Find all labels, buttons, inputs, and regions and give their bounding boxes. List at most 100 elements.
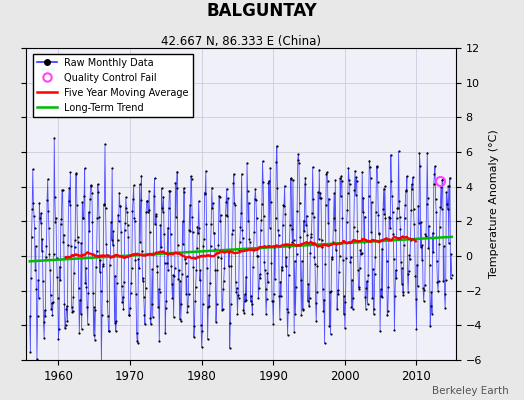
Point: [344, 165, 353, 171]
Point: [96, 257, 104, 264]
Point: [362, 285, 370, 291]
Point: [411, 273, 420, 280]
Point: [43, 197, 51, 204]
Point: [303, 232, 311, 238]
Point: [136, 239, 145, 245]
Point: [245, 199, 253, 206]
Point: [215, 194, 224, 200]
Point: [52, 254, 61, 261]
Point: [438, 176, 446, 183]
Point: [211, 246, 219, 252]
Point: [101, 141, 109, 147]
Point: [307, 231, 315, 237]
Point: [380, 183, 389, 190]
Point: [107, 219, 115, 225]
Point: [160, 260, 169, 266]
Point: [108, 242, 117, 248]
Point: [177, 301, 185, 308]
Point: [322, 171, 331, 177]
Point: [45, 224, 53, 231]
Point: [233, 310, 242, 317]
Point: [289, 237, 298, 244]
Point: [205, 303, 214, 309]
Point: [263, 296, 271, 302]
Point: [198, 328, 206, 334]
Point: [354, 266, 362, 273]
Point: [103, 298, 112, 304]
Point: [139, 294, 148, 300]
Point: [53, 274, 61, 280]
Point: [284, 308, 292, 315]
Point: [407, 207, 416, 213]
Point: [47, 306, 56, 312]
Point: [249, 264, 257, 270]
Point: [439, 176, 447, 182]
Point: [397, 280, 406, 287]
Point: [443, 200, 451, 207]
Point: [429, 249, 438, 256]
Point: [412, 296, 420, 303]
Point: [313, 263, 322, 270]
Point: [64, 242, 72, 248]
Point: [139, 275, 147, 282]
Point: [363, 301, 372, 307]
Point: [363, 278, 371, 284]
Point: [181, 256, 189, 262]
Point: [320, 340, 329, 347]
Point: [444, 240, 453, 246]
Point: [271, 275, 279, 282]
Point: [301, 174, 310, 181]
Point: [169, 272, 177, 278]
Point: [409, 206, 418, 212]
Point: [355, 286, 363, 292]
Point: [100, 201, 108, 208]
Point: [106, 254, 115, 260]
Point: [412, 326, 421, 332]
Point: [150, 193, 158, 200]
Point: [189, 264, 198, 271]
Point: [390, 256, 398, 262]
Point: [121, 227, 129, 234]
Point: [267, 260, 276, 266]
Point: [197, 322, 205, 328]
Point: [194, 198, 203, 204]
Point: [201, 190, 209, 196]
Point: [167, 263, 176, 269]
Point: [83, 304, 91, 310]
Point: [146, 229, 154, 235]
Point: [326, 331, 335, 337]
Point: [205, 292, 213, 298]
Point: [190, 334, 198, 340]
Point: [399, 288, 407, 295]
Point: [322, 202, 330, 208]
Point: [176, 316, 184, 322]
Point: [406, 236, 414, 243]
Point: [219, 306, 227, 312]
Point: [406, 256, 414, 262]
Point: [285, 272, 293, 278]
Point: [346, 259, 354, 265]
Point: [255, 285, 263, 291]
Point: [56, 264, 64, 270]
Point: [288, 238, 297, 245]
Point: [425, 223, 433, 230]
Point: [74, 284, 83, 291]
Point: [204, 304, 212, 311]
Point: [185, 202, 194, 208]
Point: [416, 150, 424, 156]
Point: [405, 267, 413, 274]
Point: [110, 252, 118, 259]
Point: [152, 211, 160, 218]
Point: [133, 330, 141, 336]
Point: [156, 222, 165, 228]
Point: [86, 196, 94, 203]
Point: [318, 244, 326, 250]
Point: [398, 265, 407, 272]
Point: [386, 215, 394, 222]
Point: [85, 228, 94, 234]
Point: [49, 299, 57, 306]
Point: [323, 169, 331, 176]
Point: [215, 193, 223, 199]
Point: [117, 283, 126, 289]
Point: [216, 212, 225, 218]
